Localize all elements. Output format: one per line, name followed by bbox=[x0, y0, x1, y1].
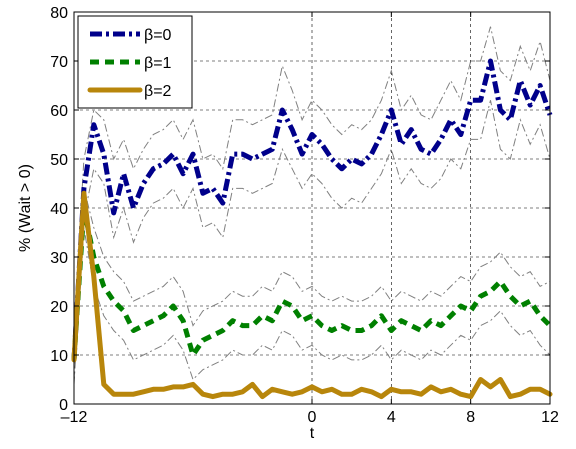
band-lower-line bbox=[73, 227, 551, 381]
y-tick-label: 70 bbox=[50, 54, 68, 71]
x-tick-label: 8 bbox=[466, 409, 475, 426]
y-tick-label: 20 bbox=[50, 299, 68, 316]
y-tick-label: 30 bbox=[50, 250, 68, 267]
y-tick-label: 60 bbox=[50, 103, 68, 120]
y-tick-label: 40 bbox=[50, 201, 68, 218]
x-axis-label: t bbox=[310, 425, 315, 442]
band-upper-line bbox=[73, 188, 551, 336]
x-tick-label: 0 bbox=[308, 409, 317, 426]
x-tick-label: 12 bbox=[541, 409, 559, 426]
band-upper-line bbox=[73, 26, 551, 331]
y-tick-label: 10 bbox=[50, 348, 68, 365]
y-tick-label: 50 bbox=[50, 152, 68, 169]
series-line-2 bbox=[71, 205, 552, 361]
series-line-1 bbox=[71, 58, 553, 361]
legend-label: β=1 bbox=[144, 55, 172, 72]
series-line-3 bbox=[71, 190, 553, 400]
legend: β=0 β=1 β=2 bbox=[77, 15, 193, 109]
legend-label: β=2 bbox=[144, 83, 172, 100]
x-tick-label: –12 bbox=[61, 409, 88, 426]
y-tick-label: 80 bbox=[50, 5, 68, 22]
y-axis-label: % (Wait > 0) bbox=[17, 164, 34, 252]
y-tick-label: 0 bbox=[59, 397, 68, 414]
series-layer bbox=[71, 58, 553, 400]
confidence-bands bbox=[73, 26, 551, 385]
band-lower-line bbox=[73, 100, 551, 385]
x-tick-label: 4 bbox=[387, 409, 396, 426]
legend-label: β=0 bbox=[144, 27, 172, 44]
